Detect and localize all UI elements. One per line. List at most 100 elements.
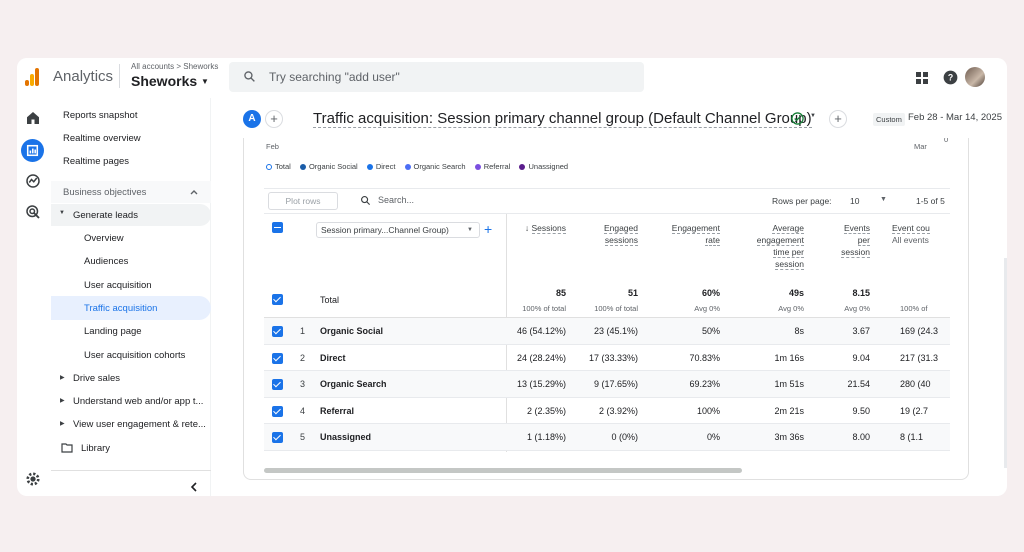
row-engagement-rate: 100% <box>696 405 720 416</box>
row-checkbox[interactable] <box>272 405 283 417</box>
sidebar-item-view-user-engagement[interactable]: View user engagement & rete... <box>73 419 206 430</box>
sidebar-item-library[interactable]: Library <box>81 443 111 454</box>
rows-per-page-select[interactable]: 10 <box>850 196 860 206</box>
row-checkbox[interactable] <box>272 432 283 443</box>
row-channel[interactable]: Organic Social <box>320 326 384 336</box>
row-event-count: 19 (2.7 <box>900 405 929 416</box>
sidebar-item-traffic-acquisition[interactable]: Traffic acquisition <box>84 303 158 314</box>
chevron-up-icon[interactable] <box>189 187 199 197</box>
total-sessions-sub: 100% of total <box>522 304 566 313</box>
legend-item-referral[interactable]: Referral <box>474 162 510 171</box>
analytics-window: Analytics All accounts > Sheworks Shewor… <box>17 58 1007 496</box>
sidebar-nav: Reports snapshot Realtime overview Realt… <box>51 98 211 496</box>
sidebar-item-realtime-pages[interactable]: Realtime pages <box>63 156 130 167</box>
account-breadcrumb[interactable]: All accounts > Sheworks <box>131 62 219 71</box>
sidebar-active-highlight <box>51 296 211 320</box>
custom-badge: Custom <box>873 113 905 126</box>
legend-item-direct[interactable]: Direct <box>366 162 395 171</box>
row-sessions: 46 (54.12%) <box>516 326 566 336</box>
chart-axis-start: Feb <box>266 142 279 151</box>
legend-item-organic-search[interactable]: Organic Search <box>404 162 466 171</box>
table-row[interactable]: 2 Direct 24 (28.24%) 17 (33.33%) 70.83% … <box>264 345 950 371</box>
sidebar-item-audiences[interactable]: Audiences <box>84 256 129 267</box>
total-engagement-rate: 60% <box>701 288 720 298</box>
total-events-per-session-sub: Avg 0% <box>844 304 870 313</box>
add-dimension-button[interactable]: + <box>484 221 493 237</box>
sidebar-item-drive-sales[interactable]: Drive sales <box>73 373 120 384</box>
row-checkbox[interactable] <box>272 352 283 364</box>
sidebar-item-understand-web[interactable]: Understand web and/or app t... <box>73 396 204 407</box>
check-circle-icon[interactable] <box>791 112 804 125</box>
legend-item-unassigned[interactable]: Unassigned <box>519 162 568 171</box>
advertising-icon[interactable] <box>24 203 42 221</box>
chart-axis-end: Mar <box>914 142 927 151</box>
row-engagement-rate: 50% <box>701 326 720 336</box>
sidebar-item-landing-page[interactable]: Landing page <box>84 326 142 337</box>
report-title[interactable]: Traffic acquisition: Session primary cha… <box>313 110 812 128</box>
add-button[interactable]: + <box>829 110 847 128</box>
row-avg-engagement-time: 2m 21s <box>774 405 804 416</box>
header-events-per-session[interactable]: Events per session <box>841 223 870 258</box>
reports-icon[interactable] <box>21 139 44 162</box>
collapse-chevron-icon[interactable] <box>189 482 199 492</box>
sidebar-item-user-acquisition-cohorts[interactable]: User acquisition cohorts <box>84 350 186 361</box>
total-avg-engagement-time-sub: Avg 0% <box>778 304 804 313</box>
report-card: Feb Mar 0 Total Organic Social Direct Or… <box>243 138 969 480</box>
header-event-count[interactable]: Event cou All events <box>892 223 930 245</box>
section-business-objectives[interactable] <box>51 181 211 203</box>
group-generate-leads[interactable] <box>51 204 211 226</box>
help-icon[interactable]: ? <box>943 70 958 85</box>
sidebar-item-overview[interactable]: Overview <box>84 233 124 244</box>
apps-grid-icon[interactable] <box>915 71 929 85</box>
account-selector[interactable]: Sheworks ▼ <box>131 73 209 89</box>
row-channel[interactable]: Referral <box>320 405 355 416</box>
row-channel[interactable]: Direct <box>320 352 346 363</box>
comparison-avatar[interactable]: A <box>243 110 261 128</box>
horizontal-scrollbar[interactable] <box>264 468 742 473</box>
row-channel[interactable]: Unassigned <box>320 432 372 442</box>
search-placeholder: Try searching "add user" <box>269 70 400 84</box>
explore-icon[interactable] <box>24 172 42 190</box>
header-sessions[interactable]: ↓ Sessions <box>524 223 566 234</box>
row-sessions: 24 (28.24%) <box>516 352 566 363</box>
add-comparison-button[interactable]: + <box>265 110 283 128</box>
sidebar-item-user-acquisition[interactable]: User acquisition <box>84 280 152 291</box>
settings-gear-icon[interactable] <box>24 470 42 488</box>
plot-rows-button[interactable]: Plot rows <box>268 192 338 210</box>
row-channel[interactable]: Organic Search <box>320 379 387 389</box>
app-name: Analytics <box>53 68 114 85</box>
home-icon[interactable] <box>24 109 42 127</box>
dimension-select[interactable]: Session primary...Channel Group) ▼ <box>316 222 480 238</box>
select-all-checkbox[interactable] <box>272 222 283 233</box>
total-checkbox[interactable] <box>272 294 283 305</box>
caret-down-icon[interactable]: ▼ <box>880 196 887 203</box>
legend-item-organic-social[interactable]: Organic Social <box>299 162 358 171</box>
row-event-count: 280 (40 <box>900 379 931 389</box>
row-checkbox[interactable] <box>272 326 283 337</box>
search-bar[interactable]: Try searching "add user" <box>229 62 644 92</box>
row-avg-engagement-time: 3m 36s <box>774 432 804 442</box>
row-checkbox[interactable] <box>272 379 283 390</box>
account-name: Sheworks <box>131 73 198 89</box>
row-events-per-session: 3.67 <box>852 326 870 336</box>
vertical-scrollbar[interactable] <box>1004 258 1007 468</box>
sidebar-item-realtime-overview[interactable]: Realtime overview <box>63 133 141 144</box>
total-label: Total <box>320 295 340 305</box>
user-avatar[interactable] <box>965 67 985 87</box>
search-icon <box>361 196 371 206</box>
table-search-input[interactable]: Search... <box>378 195 415 205</box>
table-row[interactable]: 4 Referral 2 (2.35%) 2 (3.92%) 100% 2m 2… <box>264 398 950 424</box>
caret-down-icon[interactable]: ▼ <box>810 113 816 119</box>
table-row[interactable]: 1 Organic Social 46 (54.12%) 23 (45.1%) … <box>264 318 950 345</box>
total-event-count-sub: 100% of <box>900 304 928 313</box>
table-row[interactable]: 5 Unassigned 1 (1.18%) 0 (0%) 0% 3m 36s … <box>264 424 950 451</box>
legend-item-total[interactable]: Total <box>266 162 291 171</box>
header-engagement-rate[interactable]: Engagement rate <box>671 223 720 246</box>
total-engaged: 51 <box>627 288 638 298</box>
date-range-picker[interactable]: Feb 28 - Mar 14, 2025 <box>908 112 1002 123</box>
sidebar-item-reports-snapshot[interactable]: Reports snapshot <box>63 110 138 121</box>
header-avg-engagement-time[interactable]: Average engagement time per session <box>756 223 804 270</box>
table-row[interactable]: 3 Organic Search 13 (15.29%) 9 (17.65%) … <box>264 371 950 398</box>
analytics-logo-icon[interactable] <box>25 68 41 86</box>
header-engaged-sessions[interactable]: Engaged sessions <box>603 223 638 246</box>
